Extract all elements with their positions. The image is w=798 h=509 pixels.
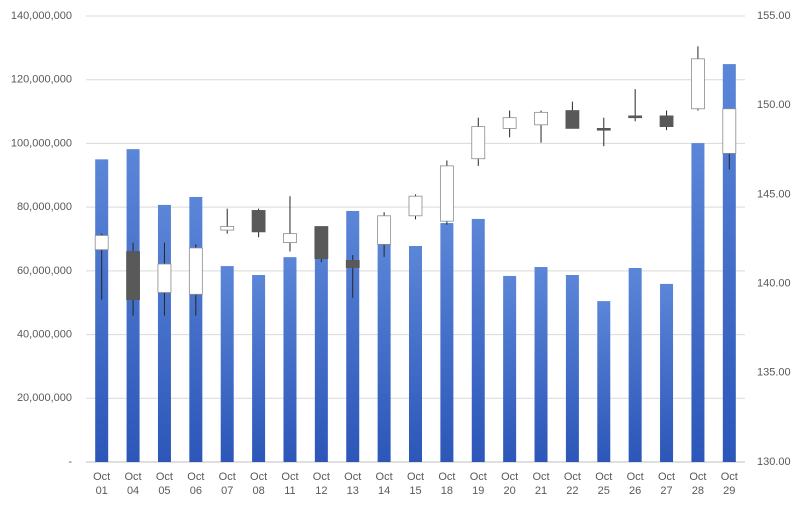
volume-bar [189,196,203,462]
y-tick-label: 20,000,000 [17,392,72,404]
candle-body [94,235,109,251]
volume-bar [503,275,517,462]
candle-body [220,226,235,231]
volume-bar [252,274,266,462]
candle-body [596,127,611,131]
y-tick-label: - [68,456,72,468]
candle-body [188,247,203,295]
x-tick-label: Oct 27 [657,471,676,497]
candle-body [314,226,329,260]
candle-body [471,126,486,160]
candle-body [345,260,360,268]
candle-body [502,117,517,129]
x-tick-label: Oct 20 [501,471,519,497]
candle-body [659,115,674,128]
y2-tick-label: 140.00 [757,278,791,290]
volume-bar [314,226,328,462]
x-tick-label: Oct 29 [720,471,738,497]
x-tick-label: Oct 13 [344,471,362,497]
candle-body [408,195,423,217]
x-tick-label: Oct 11 [281,471,299,497]
y-tick-label: 140,000,000 [11,10,72,22]
volume-bar [565,274,579,462]
candle-body [534,111,548,126]
candle-body [722,108,737,154]
candle-body [157,263,172,293]
candle-body [377,215,392,245]
volume-bar [283,257,297,462]
x-tick-label: Oct 08 [250,471,268,497]
volume-bar [95,159,109,462]
y2-tick-label: 155.00 [757,10,791,22]
volume-bar [220,266,234,462]
x-tick-label: Oct 21 [532,471,550,497]
x-tick-label: Oct 28 [689,471,707,497]
x-tick-label: Oct 06 [187,471,205,497]
y-tick-label: 40,000,000 [17,328,72,340]
volume-bar [691,143,705,463]
y-tick-label: 60,000,000 [17,265,72,277]
volume-bar [628,267,642,462]
volume-bar [722,64,736,463]
x-tick-label: Oct 12 [312,471,330,497]
x-tick-label: Oct 18 [438,471,456,497]
volume-bar [440,223,454,462]
y2-tick-label: 150.00 [757,99,791,111]
candle-body [565,110,580,129]
volume-bar [377,239,391,462]
y2-tick-label: 135.00 [757,367,791,379]
x-tick-label: Oct 14 [375,471,393,497]
x-tick-label: Oct 07 [218,471,236,497]
x-tick-label: Oct 19 [469,471,487,497]
x-tick-label: Oct 01 [93,471,111,497]
x-tick-label: Oct 05 [155,471,173,497]
y2-tick-label: 130.00 [757,456,791,468]
volume-bar [597,301,611,462]
volume-bar [346,210,360,462]
y-tick-label: 100,000,000 [11,137,72,149]
candle-body [691,58,705,110]
candle-body [439,165,454,222]
x-tick-label: Oct 04 [124,471,142,497]
y-tick-label: 120,000,000 [11,74,72,86]
candle-body [628,115,643,119]
volume-bar [409,246,422,462]
candle-body [126,251,140,301]
x-tick-label: Oct 15 [406,471,425,497]
candle-body [251,210,266,233]
x-tick-label: Oct 26 [626,471,644,497]
volume-bar [660,283,674,462]
volume-bar [534,267,548,462]
x-tick-label: Oct 25 [595,471,613,497]
candle-body [283,233,297,243]
y-tick-label: 80,000,000 [17,201,72,213]
x-tick-label: Oct 22 [563,471,581,497]
volume-bar [471,218,485,462]
y2-tick-label: 145.00 [757,188,791,200]
